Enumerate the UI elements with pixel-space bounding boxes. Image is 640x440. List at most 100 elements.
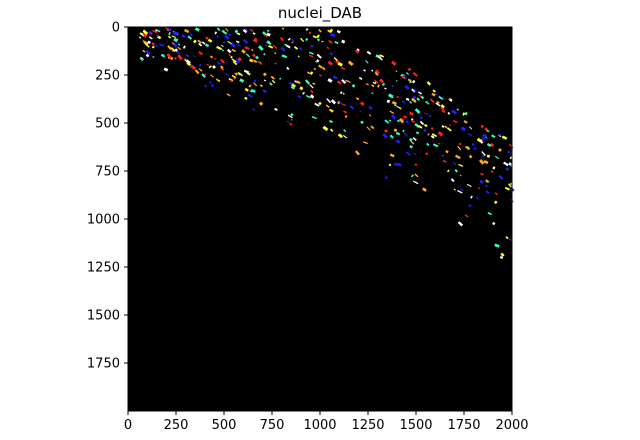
nucleus-label bbox=[316, 53, 322, 59]
nucleus-label bbox=[365, 60, 369, 64]
nucleus-label bbox=[194, 27, 200, 32]
nucleus-label bbox=[481, 136, 486, 141]
nucleus-label bbox=[371, 69, 374, 72]
nucleus-label bbox=[171, 35, 177, 39]
y-tick-label: 1000 bbox=[87, 213, 120, 228]
nucleus-label bbox=[329, 52, 334, 56]
nucleus-label bbox=[152, 55, 155, 58]
nucleus-label bbox=[347, 60, 354, 67]
nucleus-label bbox=[251, 48, 254, 51]
x-tick-label: 1750 bbox=[447, 418, 480, 433]
nucleus-label bbox=[279, 36, 284, 42]
nucleus-label bbox=[322, 125, 329, 132]
nucleus-label bbox=[390, 114, 397, 120]
nucleus-label bbox=[341, 66, 346, 71]
nucleus-label bbox=[396, 119, 400, 123]
nucleus-label bbox=[210, 74, 214, 78]
nucleus-label bbox=[422, 187, 427, 192]
nucleus-label bbox=[405, 120, 410, 124]
nucleus-label bbox=[343, 128, 347, 133]
nuclei-labels bbox=[138, 27, 516, 259]
nucleus-label bbox=[430, 126, 434, 131]
nucleus-label bbox=[410, 174, 414, 178]
nucleus-label bbox=[235, 40, 240, 44]
nucleus-label bbox=[333, 56, 338, 62]
nucleus-label bbox=[280, 46, 286, 52]
nucleus-label bbox=[344, 115, 348, 119]
nucleus-label bbox=[446, 169, 450, 173]
nucleus-label bbox=[308, 31, 312, 35]
nucleus-label bbox=[177, 46, 182, 51]
nucleus-label bbox=[409, 144, 413, 149]
nucleus-label bbox=[198, 63, 202, 67]
nucleus-label bbox=[433, 92, 438, 96]
nucleus-label bbox=[462, 112, 466, 116]
nucleus-label bbox=[438, 95, 444, 100]
nucleus-label bbox=[139, 57, 144, 62]
nucleus-label bbox=[464, 111, 468, 116]
nucleus-label bbox=[456, 108, 460, 111]
nucleus-label bbox=[395, 80, 398, 82]
nucleus-label bbox=[471, 142, 475, 147]
nucleus-label bbox=[168, 31, 171, 36]
nucleus-label bbox=[371, 92, 374, 95]
nucleus-label bbox=[366, 50, 372, 55]
nucleus-label bbox=[305, 94, 311, 99]
nucleus-label bbox=[305, 79, 311, 85]
nucleus-label bbox=[174, 48, 179, 53]
nucleus-label bbox=[409, 100, 413, 104]
nucleus-label bbox=[194, 69, 200, 75]
nucleus-label bbox=[359, 110, 362, 112]
nucleus-label bbox=[359, 101, 365, 107]
nucleus-label bbox=[464, 214, 469, 218]
nucleus-label bbox=[201, 41, 206, 45]
nucleus-label bbox=[467, 133, 473, 137]
nucleus-label bbox=[231, 58, 237, 63]
nucleus-label bbox=[425, 100, 430, 105]
nucleus-label bbox=[336, 29, 341, 34]
nucleus-label bbox=[223, 31, 228, 35]
nucleus-label bbox=[398, 106, 402, 110]
nucleus-label bbox=[205, 36, 209, 40]
nucleus-label bbox=[485, 190, 490, 194]
nucleus-label bbox=[395, 139, 401, 144]
nucleus-label bbox=[151, 45, 155, 49]
nucleus-label bbox=[424, 123, 428, 128]
nucleus-label bbox=[328, 119, 333, 124]
nucleus-label bbox=[302, 91, 305, 95]
nucleus-label bbox=[242, 28, 248, 34]
nucleus-label bbox=[498, 133, 501, 137]
nucleus-label bbox=[452, 161, 457, 166]
nucleus-label bbox=[329, 28, 334, 33]
nucleus-label bbox=[228, 53, 232, 57]
nucleus-label bbox=[415, 131, 420, 135]
nucleus-label bbox=[311, 116, 318, 120]
nucleus-label bbox=[198, 42, 203, 47]
nucleus-label bbox=[401, 100, 406, 104]
nucleus-label bbox=[249, 90, 254, 93]
nucleus-label bbox=[395, 70, 398, 73]
nucleus-label bbox=[470, 195, 473, 199]
nucleus-label bbox=[237, 57, 242, 62]
nucleus-label bbox=[182, 45, 186, 49]
nucleus-label bbox=[266, 29, 270, 33]
y-tick-label: 1750 bbox=[87, 357, 120, 372]
nucleus-label bbox=[234, 29, 239, 34]
nucleus-label bbox=[426, 100, 429, 103]
nucleus-label bbox=[432, 143, 439, 148]
nucleus-label bbox=[177, 54, 183, 61]
nucleus-label bbox=[249, 28, 254, 33]
nucleus-label bbox=[505, 167, 510, 172]
nucleus-label bbox=[419, 120, 425, 126]
nucleus-label bbox=[371, 84, 375, 88]
nucleus-label bbox=[187, 35, 192, 40]
nucleus-label bbox=[257, 45, 264, 51]
nucleus-label bbox=[422, 128, 427, 133]
nucleus-label bbox=[486, 154, 491, 158]
nucleus-label bbox=[287, 37, 291, 41]
nucleus-label bbox=[242, 39, 249, 44]
nucleus-label bbox=[336, 80, 342, 85]
nucleus-label bbox=[197, 39, 202, 44]
nucleus-label bbox=[142, 29, 149, 36]
nucleus-label bbox=[198, 68, 203, 72]
